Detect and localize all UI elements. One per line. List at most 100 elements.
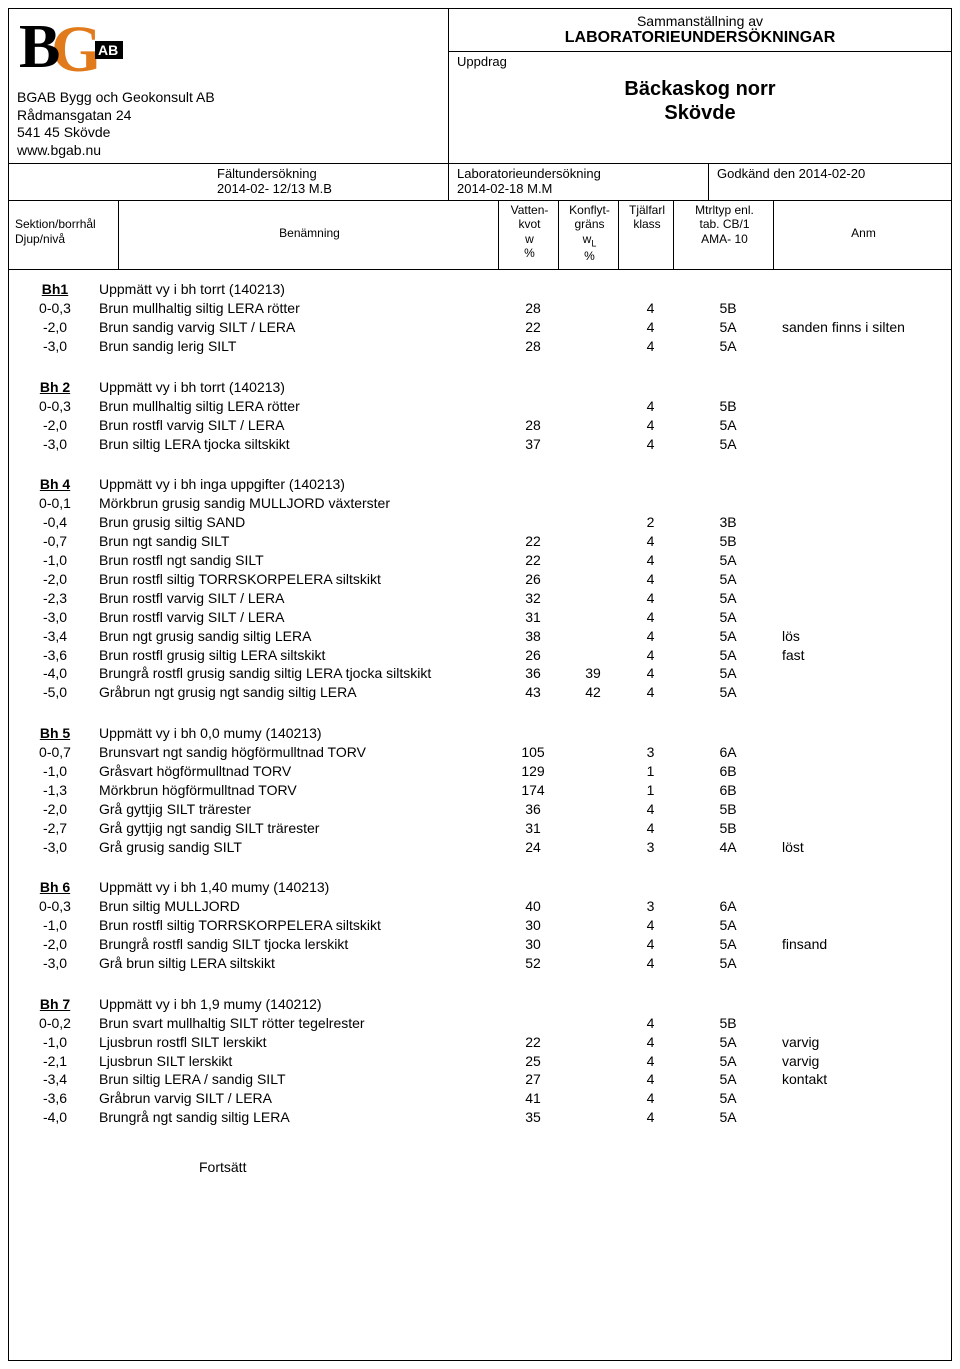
- data-row: -3,0Brun rostfl varvig SILT / LERA3145A: [15, 608, 945, 627]
- data-row: -1,0Brun rostfl siltig TORRSKORPELERA si…: [15, 916, 945, 935]
- data-row: 0-0,7Brunsvart ngt sandig högförmulltnad…: [15, 743, 945, 762]
- section: Bh1Uppmätt vy i bh torrt (140213)0-0,3Br…: [15, 280, 945, 356]
- cell-desc: Mörkbrun grusig sandig MULLJORD växterst…: [95, 494, 503, 513]
- footer-note: Fortsätt: [9, 1153, 951, 1185]
- cell-anm: lös: [778, 627, 955, 646]
- uppdrag-value-2: Skövde: [664, 102, 735, 124]
- cell-wl: [563, 551, 623, 570]
- cell-tjal: 2: [623, 513, 678, 532]
- cell-anm: [778, 897, 955, 916]
- cell-mtrl: 5A: [678, 1108, 778, 1127]
- cell-anm: [778, 608, 955, 627]
- col-mtrl-3: AMA- 10: [701, 232, 748, 246]
- cell-wl: [563, 743, 623, 762]
- svg-text:B: B: [19, 15, 60, 81]
- cell-w: 32: [503, 589, 563, 608]
- cell-depth: 0-0,3: [15, 397, 95, 416]
- cell-anm: [778, 551, 955, 570]
- cell-depth: 0-0,7: [15, 743, 95, 762]
- cell-anm: sanden finns i silten: [778, 318, 955, 337]
- cell-wl: [563, 435, 623, 454]
- cell-wl: [563, 1033, 623, 1052]
- cell-desc: Brun siltig LERA tjocka siltskikt: [95, 435, 503, 454]
- cell-wl: [563, 762, 623, 781]
- meta-godkand: Godkänd den 2014-02-20: [709, 164, 951, 200]
- cell-depth: -3,0: [15, 954, 95, 973]
- cell-wl: [563, 819, 623, 838]
- meta-lab: Laboratorieundersökning 2014-02-18 M.M: [449, 164, 709, 200]
- cell-depth: -3,4: [15, 627, 95, 646]
- cell-mtrl: [678, 494, 778, 513]
- cell-wl: [563, 954, 623, 973]
- cell-wl: [563, 916, 623, 935]
- cell-anm: [778, 589, 955, 608]
- cell-desc: Brun rostfl siltig TORRSKORPELERA siltsk…: [95, 570, 503, 589]
- cell-depth: -3,4: [15, 1070, 95, 1089]
- cell-tjal: 3: [623, 897, 678, 916]
- report-title: Sammanställning av LABORATORIEUNDERSÖKNI…: [449, 9, 951, 51]
- uppdrag-value: Bäckaskog norr Skövde: [449, 71, 951, 135]
- cell-desc: Brun siltig LERA / sandig SILT: [95, 1070, 503, 1089]
- cell-desc: Brunsvart ngt sandig högförmulltnad TORV: [95, 743, 503, 762]
- cell-mtrl: 6B: [678, 781, 778, 800]
- cell-depth: -1,0: [15, 762, 95, 781]
- col-sektion-2: Djup/nivå: [15, 232, 65, 246]
- cell-depth: 0-0,1: [15, 494, 95, 513]
- cell-tjal: 4: [623, 337, 678, 356]
- cell-desc: Brungrå rostfl sandig SILT tjocka lerski…: [95, 935, 503, 954]
- cell-wl: [563, 416, 623, 435]
- cell-w: 22: [503, 1033, 563, 1052]
- cell-wl: [563, 1052, 623, 1071]
- data-row: -0,7Brun ngt sandig SILT2245B: [15, 532, 945, 551]
- cell-wl: [563, 897, 623, 916]
- cell-anm: [778, 1014, 955, 1033]
- section-id: Bh 4: [15, 475, 95, 494]
- cell-wl: [563, 1070, 623, 1089]
- cell-wl: [563, 318, 623, 337]
- data-row: -3,0Grå brun siltig LERA siltskikt5245A: [15, 954, 945, 973]
- cell-anm: fast: [778, 646, 955, 665]
- cell-depth: -5,0: [15, 683, 95, 702]
- cell-w: [503, 397, 563, 416]
- cell-desc: Brun rostfl varvig SILT / LERA: [95, 589, 503, 608]
- cell-w: 174: [503, 781, 563, 800]
- cell-w: 22: [503, 318, 563, 337]
- cell-anm: [778, 494, 955, 513]
- col-konflyt-4: %: [584, 249, 595, 263]
- cell-w: 22: [503, 532, 563, 551]
- cell-depth: -3,0: [15, 337, 95, 356]
- cell-tjal: 4: [623, 532, 678, 551]
- cell-anm: [778, 435, 955, 454]
- col-tjal-1: Tjälfarl: [629, 203, 665, 217]
- cell-mtrl: 5A: [678, 337, 778, 356]
- cell-anm: [778, 954, 955, 973]
- cell-w: 22: [503, 551, 563, 570]
- cell-w: 26: [503, 646, 563, 665]
- data-row: -1,0Brun rostfl ngt sandig SILT2245A: [15, 551, 945, 570]
- cell-anm: [778, 800, 955, 819]
- section-head-desc: Uppmätt vy i bh inga uppgifter (140213): [95, 475, 503, 494]
- section: Bh 4Uppmätt vy i bh inga uppgifter (1402…: [15, 475, 945, 702]
- cell-w: 31: [503, 608, 563, 627]
- cell-w: 26: [503, 570, 563, 589]
- cell-tjal: 4: [623, 608, 678, 627]
- company-website: www.bgab.nu: [17, 142, 440, 160]
- title-and-uppdrag: Sammanställning av LABORATORIEUNDERSÖKNI…: [449, 9, 951, 163]
- cell-desc: Brun rostfl varvig SILT / LERA: [95, 416, 503, 435]
- cell-depth: -2,0: [15, 416, 95, 435]
- section: Bh 2Uppmätt vy i bh torrt (140213)0-0,3B…: [15, 378, 945, 454]
- cell-mtrl: 5A: [678, 683, 778, 702]
- cell-desc: Grå gyttjig SILT trärester: [95, 800, 503, 819]
- cell-desc: Ljusbrun SILT lerskikt: [95, 1052, 503, 1071]
- data-row: -2,3Brun rostfl varvig SILT / LERA3245A: [15, 589, 945, 608]
- cell-tjal: 4: [623, 589, 678, 608]
- meta-empty: [9, 164, 209, 200]
- cell-wl: [563, 838, 623, 857]
- data-row: -1,0Ljusbrun rostfl SILT lerskikt2245Ava…: [15, 1033, 945, 1052]
- cell-depth: -2,7: [15, 819, 95, 838]
- data-row: -3,6Brun rostfl grusig siltig LERA silts…: [15, 646, 945, 665]
- cell-depth: -2,0: [15, 935, 95, 954]
- cell-tjal: [623, 494, 678, 513]
- cell-wl: [563, 608, 623, 627]
- data-row: -2,1Ljusbrun SILT lerskikt2545Avarvig: [15, 1052, 945, 1071]
